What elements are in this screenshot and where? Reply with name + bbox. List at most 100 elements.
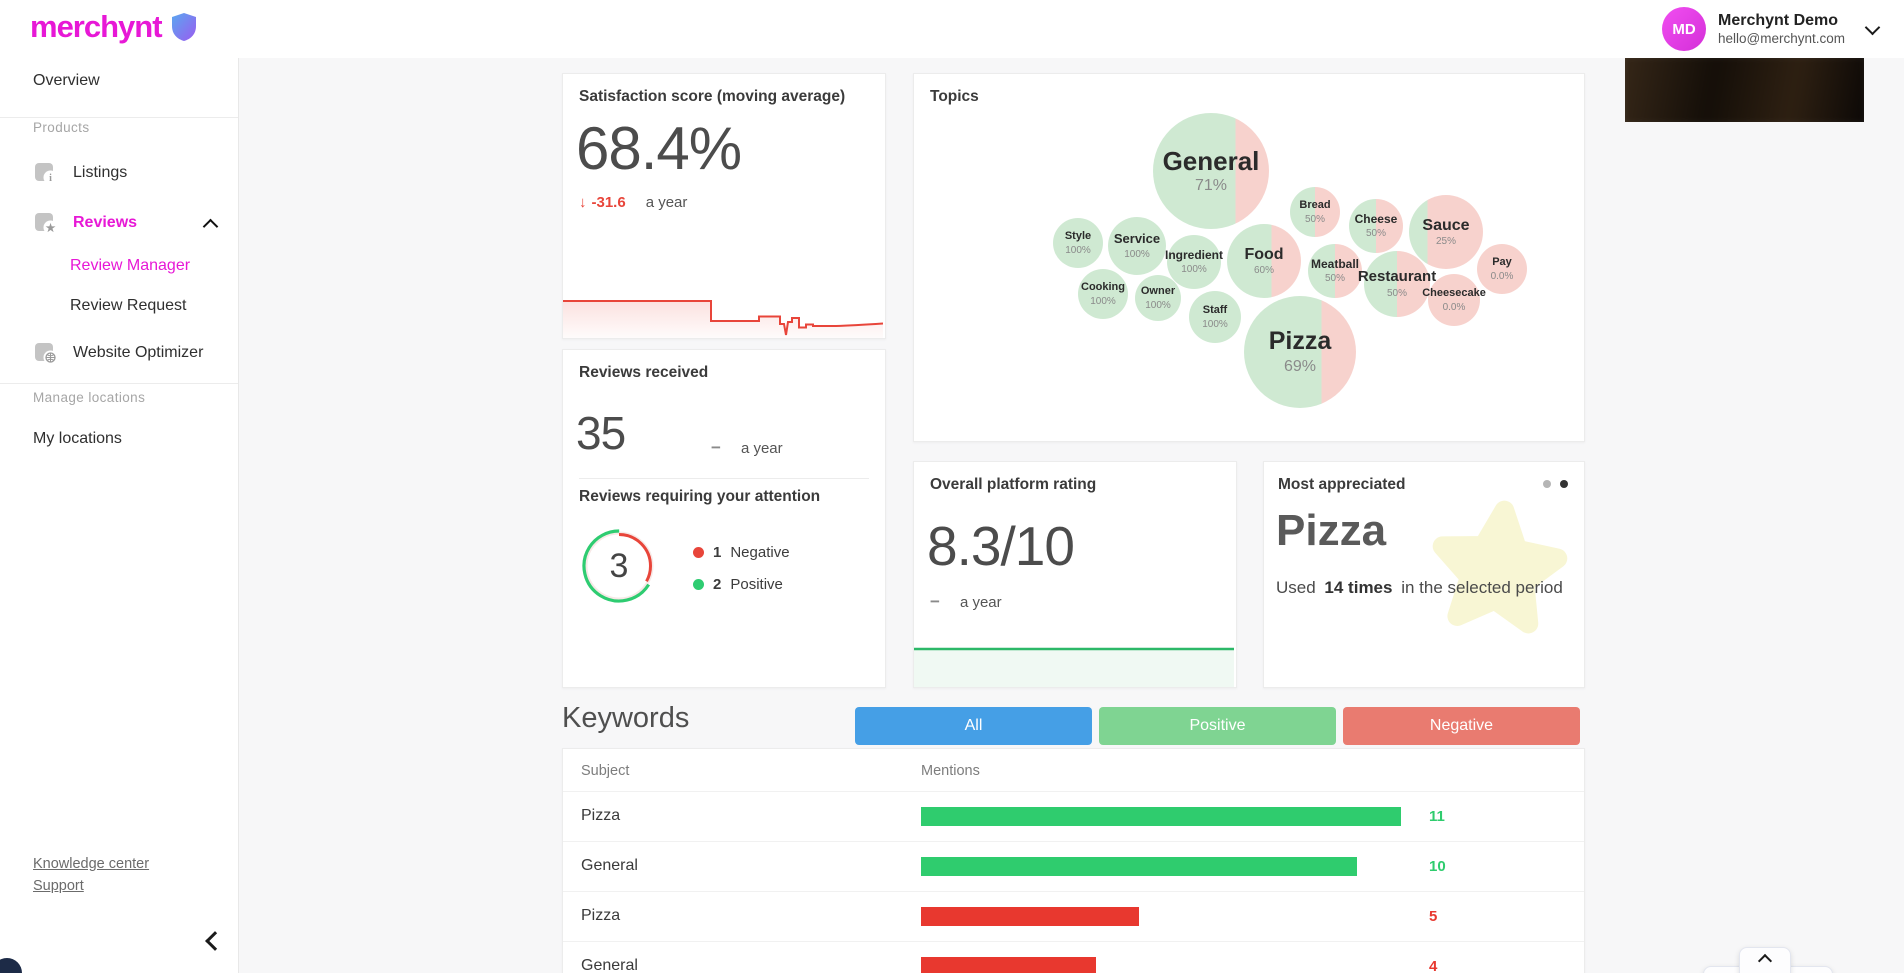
topic-bubble-share: 100% xyxy=(1145,299,1171,311)
sidebar-item-label: Website Optimizer xyxy=(73,344,204,361)
topic-bubble-label: Restaurant xyxy=(1357,268,1437,286)
keywords-table-body: Pizza 11 General 10 Pizza 5 General 4 xyxy=(563,792,1584,973)
topic-bubble-label: Sauce xyxy=(1422,216,1470,234)
platform-rating-value: 8.3/10 xyxy=(927,515,1075,577)
sidebar-item-website-optimizer[interactable]: Website Optimizer xyxy=(33,340,203,366)
sidebar-item-overview[interactable]: Overview xyxy=(33,72,100,89)
topic-bubble[interactable]: General 71% xyxy=(1153,113,1269,229)
keyword-row: Pizza 11 xyxy=(563,792,1584,842)
chat-widget-icon[interactable] xyxy=(0,958,22,973)
keyword-mentions-value: 10 xyxy=(1429,858,1446,875)
no-change-dash: − xyxy=(711,438,721,457)
most-appreciated-usage: Used 14 times in the selected period xyxy=(1276,578,1563,598)
topic-bubble-label: Staff xyxy=(1202,304,1228,317)
topic-bubble[interactable]: Ingredient 100% xyxy=(1165,235,1224,289)
topic-bubble[interactable]: Pizza 69% xyxy=(1244,296,1356,408)
reviews-icon: ★ xyxy=(35,213,58,235)
filter-negative-button[interactable]: Negative xyxy=(1343,707,1580,745)
negative-dot-icon xyxy=(693,547,704,558)
topic-bubble-share: 50% xyxy=(1304,213,1325,225)
sidebar-divider xyxy=(0,117,238,118)
brand-logo[interactable]: merchynt xyxy=(30,9,197,45)
user-menu[interactable]: MD Merchynt Demo hello@merchynt.com xyxy=(1662,7,1881,51)
usage-suffix: in the selected period xyxy=(1401,578,1563,597)
keyword-mentions-bar xyxy=(921,807,1401,826)
user-name: Merchynt Demo xyxy=(1718,12,1839,29)
sidebar-item-review-request[interactable]: Review Request xyxy=(70,297,187,314)
arrow-down-icon: ↓ xyxy=(579,194,587,211)
most-appreciated-card: Most appreciated Pizza Used 14 times in … xyxy=(1263,461,1585,688)
topic-bubble[interactable]: Restaurant 50% xyxy=(1358,251,1436,317)
keyword-subject: General xyxy=(581,957,638,973)
topic-bubble[interactable]: Pay 0.0% xyxy=(1477,244,1527,294)
sidebar-item-listings[interactable]: i Listings xyxy=(33,160,127,186)
topic-bubble[interactable]: Service 100% xyxy=(1108,217,1166,275)
carousel-dot[interactable] xyxy=(1543,480,1551,488)
topics-card: Topics General 71% Bread 50% Cheese 50% Sauce 2… xyxy=(913,73,1585,442)
legend-negative: 1 Negative xyxy=(693,544,790,561)
period-label: a year xyxy=(959,593,1002,611)
sidebar-divider xyxy=(0,383,238,384)
chevron-down-icon[interactable] xyxy=(1864,19,1881,35)
chevron-up-icon xyxy=(1757,953,1773,969)
topic-bubble[interactable]: Staff 100% xyxy=(1189,291,1241,343)
knowledge-center-link[interactable]: Knowledge center xyxy=(33,856,150,872)
sidebar-item-reviews[interactable]: ★ Reviews xyxy=(33,210,219,236)
chevron-up-icon[interactable] xyxy=(202,218,219,234)
topic-bubble[interactable]: Bread 50% xyxy=(1290,187,1340,237)
carousel-dot[interactable] xyxy=(1560,480,1568,488)
keyword-filters: All Positive Negative xyxy=(855,707,1580,745)
topic-bubble[interactable]: Cheesecake 0.0% xyxy=(1422,274,1486,326)
sidebar-item-review-manager[interactable]: Review Manager xyxy=(70,257,191,274)
keywords-table: Subject Mentions Pizza 11 General 10 Pizza 5 G… xyxy=(562,748,1585,973)
keyword-mentions-bar xyxy=(921,857,1357,876)
card-title: Reviews received xyxy=(579,364,709,381)
sidebar-section-manage-locations: Manage locations xyxy=(33,390,146,405)
positive-count: 2 xyxy=(713,576,722,593)
topic-bubble[interactable]: Cheese 50% xyxy=(1349,199,1403,253)
topic-bubble-label: Service xyxy=(1113,231,1161,247)
attention-donut-chart: 3 xyxy=(577,524,661,608)
topic-bubble-share: 50% xyxy=(1324,273,1345,285)
satisfaction-value: 68.4% xyxy=(576,115,742,182)
user-info: Merchynt Demo hello@merchynt.com xyxy=(1718,11,1845,47)
satisfaction-score-card: Satisfaction score (moving average) 68.4… xyxy=(562,73,886,339)
most-appreciated-keyword: Pizza xyxy=(1276,506,1387,555)
topic-bubble[interactable]: Food 60% xyxy=(1227,224,1301,298)
keyword-row: Pizza 5 xyxy=(563,892,1584,942)
keyword-subject: General xyxy=(581,857,638,874)
keyword-mentions-value: 4 xyxy=(1429,958,1438,973)
sidebar: Overview Products i Listings ★ Reviews R… xyxy=(0,58,239,973)
support-link[interactable]: Support xyxy=(33,878,84,894)
topic-bubble-share: 50% xyxy=(1386,287,1407,299)
attention-title: Reviews requiring your attention xyxy=(579,488,821,505)
topic-bubble-label: Ingredient xyxy=(1165,247,1224,262)
topic-bubble[interactable]: Cooking 100% xyxy=(1078,269,1128,319)
positive-dot-icon xyxy=(693,579,704,590)
photo-thumbnail-right xyxy=(1625,58,1864,122)
legend-positive: 2 Positive xyxy=(693,576,790,593)
filter-positive-button[interactable]: Positive xyxy=(1099,707,1336,745)
sidebar-collapse-button[interactable] xyxy=(205,931,225,953)
no-change-dash: − xyxy=(930,592,940,611)
shield-icon xyxy=(171,13,196,41)
topic-bubble[interactable]: Sauce 25% xyxy=(1409,195,1483,269)
topic-bubble-share: 60% xyxy=(1253,265,1274,277)
sidebar-item-my-locations[interactable]: My locations xyxy=(33,430,122,447)
scroll-to-top-button[interactable] xyxy=(1739,947,1791,973)
keywords-table-header: Subject Mentions xyxy=(563,749,1584,792)
negative-label: Negative xyxy=(730,544,790,561)
website-optimizer-icon xyxy=(35,343,58,365)
keyword-mentions-value: 11 xyxy=(1429,808,1445,825)
topic-bubble[interactable]: Owner 100% xyxy=(1135,275,1181,321)
topic-bubble[interactable]: Meatball 50% xyxy=(1308,244,1362,298)
period-label: a year xyxy=(645,194,688,211)
attention-total: 3 xyxy=(609,546,629,585)
topic-bubble[interactable]: Style 100% xyxy=(1053,218,1103,268)
satisfaction-delta: ↓ -31.6 a year xyxy=(579,194,687,211)
filter-all-button[interactable]: All xyxy=(855,707,1092,745)
user-email: hello@merchynt.com xyxy=(1718,31,1845,46)
topic-bubble-share: 100% xyxy=(1090,295,1116,307)
sidebar-section-products: Products xyxy=(33,120,90,135)
